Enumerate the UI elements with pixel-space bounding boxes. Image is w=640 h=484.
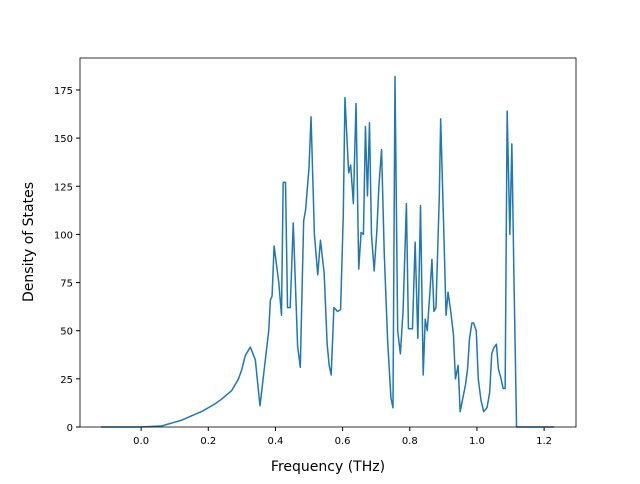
y-tick-label: 175	[54, 86, 73, 97]
y-tick-label: 0	[67, 423, 73, 434]
y-tick-label: 125	[54, 182, 73, 193]
x-tick-label: 0.4	[267, 436, 283, 447]
x-axis-label: Frequency (THz)	[271, 459, 385, 475]
x-tick-label: 0.8	[402, 436, 418, 447]
y-tick-label: 25	[60, 375, 73, 386]
x-tick-label: 1.0	[469, 436, 485, 447]
x-tick-label: 0.2	[200, 436, 216, 447]
x-tick-label: 1.2	[536, 436, 552, 447]
y-axis-label: Density of States	[21, 182, 37, 302]
x-tick-label: 0.0	[133, 436, 149, 447]
y-tick-label: 75	[60, 279, 73, 290]
y-tick-label: 150	[54, 134, 73, 145]
plot-frame	[79, 57, 577, 428]
data-line	[100, 75, 555, 428]
y-tick-label: 100	[54, 230, 73, 241]
y-tick-label: 50	[60, 327, 73, 338]
x-tick-label: 0.6	[335, 436, 351, 447]
